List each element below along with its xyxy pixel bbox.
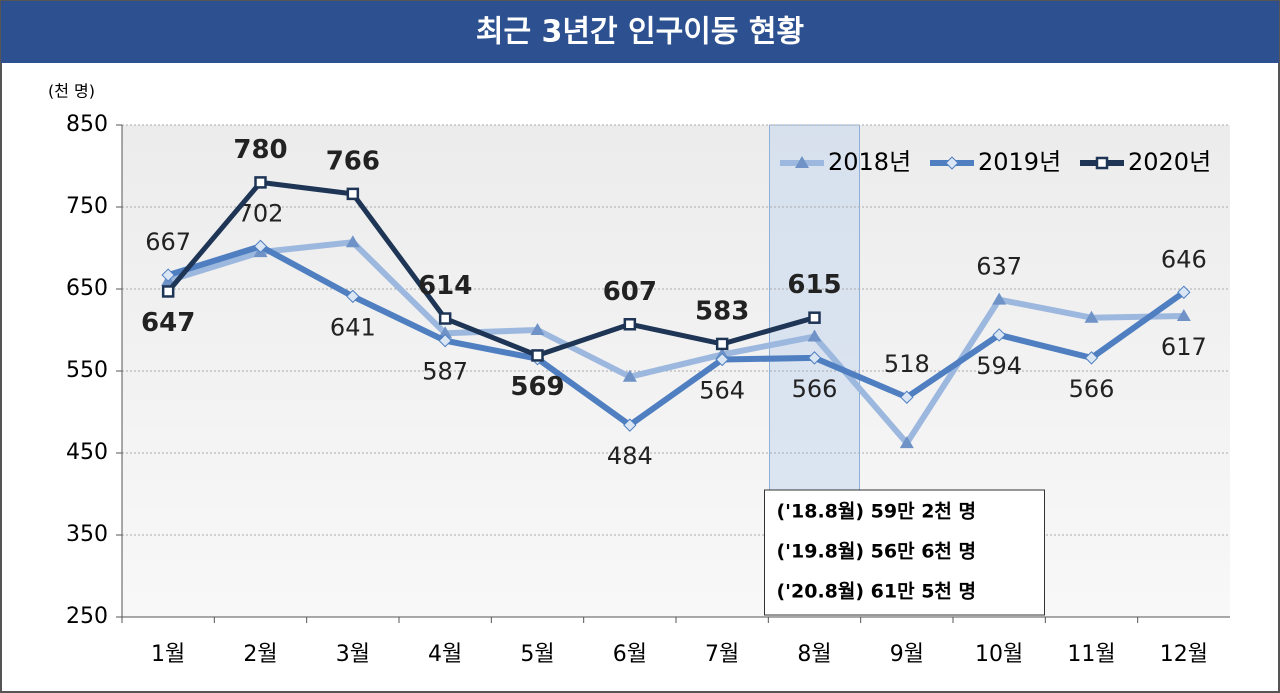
data-label: 594 (976, 352, 1022, 380)
data-label: 615 (787, 270, 841, 300)
marker (438, 312, 452, 325)
x-tick-label: 6월 (613, 642, 647, 667)
marker (1176, 309, 1191, 322)
marker (808, 311, 821, 324)
highlight-band (769, 124, 860, 491)
x-tick-label: 8월 (797, 642, 831, 667)
marker (715, 337, 729, 351)
marker (623, 318, 637, 331)
annotation-box (764, 489, 1045, 616)
y-tick-label: 650 (66, 276, 108, 301)
data-label: 566 (1069, 375, 1115, 403)
marker (900, 390, 914, 404)
data-label: 569 (510, 372, 564, 402)
x-tick-label: 9월 (890, 642, 924, 667)
annotation: ('18.8월) 59만 2천 명 (777, 501, 977, 523)
marker (807, 329, 822, 342)
data-label: 637 (976, 253, 1022, 281)
marker (254, 176, 267, 189)
data-label: 766 (326, 146, 380, 176)
marker (531, 349, 544, 362)
marker (346, 187, 360, 201)
marker (992, 328, 1006, 342)
data-label: 780 (233, 135, 287, 165)
data-label: 566 (792, 375, 838, 403)
marker (530, 323, 545, 335)
marker (623, 418, 637, 432)
marker (992, 292, 1007, 305)
data-label: 583 (695, 296, 749, 326)
data-label: 667 (145, 228, 191, 256)
data-label: 641 (330, 313, 376, 341)
marker (795, 156, 809, 168)
marker (1084, 310, 1099, 323)
x-tick-label: 7월 (705, 642, 739, 667)
data-label: 607 (603, 277, 657, 307)
x-tick-label: 10월 (975, 642, 1023, 667)
annotation: ('20.8월) 61만 5천 명 (777, 581, 977, 603)
y-tick-label: 550 (66, 358, 108, 383)
y-tick-label: 450 (66, 440, 108, 465)
data-label: 518 (884, 350, 930, 378)
data-label: 587 (422, 358, 468, 386)
x-tick-label: 12월 (1160, 642, 1208, 667)
annotation: ('19.8월) 56만 6천 명 (777, 541, 977, 563)
marker (807, 351, 822, 365)
series (161, 176, 821, 362)
marker (715, 352, 729, 367)
data-label: 617 (1161, 333, 1207, 361)
line (167, 243, 1186, 429)
marker (161, 285, 175, 298)
marker (253, 239, 268, 254)
marker (899, 436, 914, 449)
data-label: 614 (418, 271, 472, 301)
legend-label: 2019년 (978, 148, 1061, 176)
data-label: 646 (1161, 245, 1207, 273)
x-tick-label: 5월 (520, 642, 554, 667)
line (166, 179, 816, 358)
y-tick-label: 250 (66, 604, 108, 629)
marker (438, 333, 452, 348)
x-tick-label: 2월 (243, 642, 277, 667)
chart-title: 최근 3년간 인구이동 현황 (476, 15, 804, 50)
marker (346, 289, 360, 304)
y-tick-label: 750 (66, 194, 108, 219)
series (161, 239, 1191, 432)
x-tick-label: 4월 (428, 642, 462, 667)
marker (1084, 351, 1099, 365)
marker (622, 369, 637, 382)
data-label: 484 (607, 442, 653, 470)
title-bar (1, 1, 1279, 63)
series (161, 235, 1191, 449)
y-tick-label: 850 (66, 112, 108, 137)
x-tick-label: 1월 (151, 642, 185, 667)
x-tick-label: 11월 (1067, 642, 1115, 667)
marker (945, 156, 959, 170)
marker (161, 268, 175, 282)
x-tick-label: 3월 (336, 642, 370, 667)
line (167, 239, 1184, 447)
marker (345, 235, 360, 248)
y-tick-label: 350 (66, 522, 108, 547)
legend-label: 2018년 (828, 148, 911, 176)
marker (438, 326, 453, 339)
data-label: 564 (699, 377, 745, 405)
marker (1177, 285, 1191, 299)
marker (1095, 156, 1109, 170)
data-label: 647 (141, 308, 195, 338)
legend-label: 2020년 (1128, 148, 1211, 176)
y-unit: (천 명) (48, 82, 95, 101)
